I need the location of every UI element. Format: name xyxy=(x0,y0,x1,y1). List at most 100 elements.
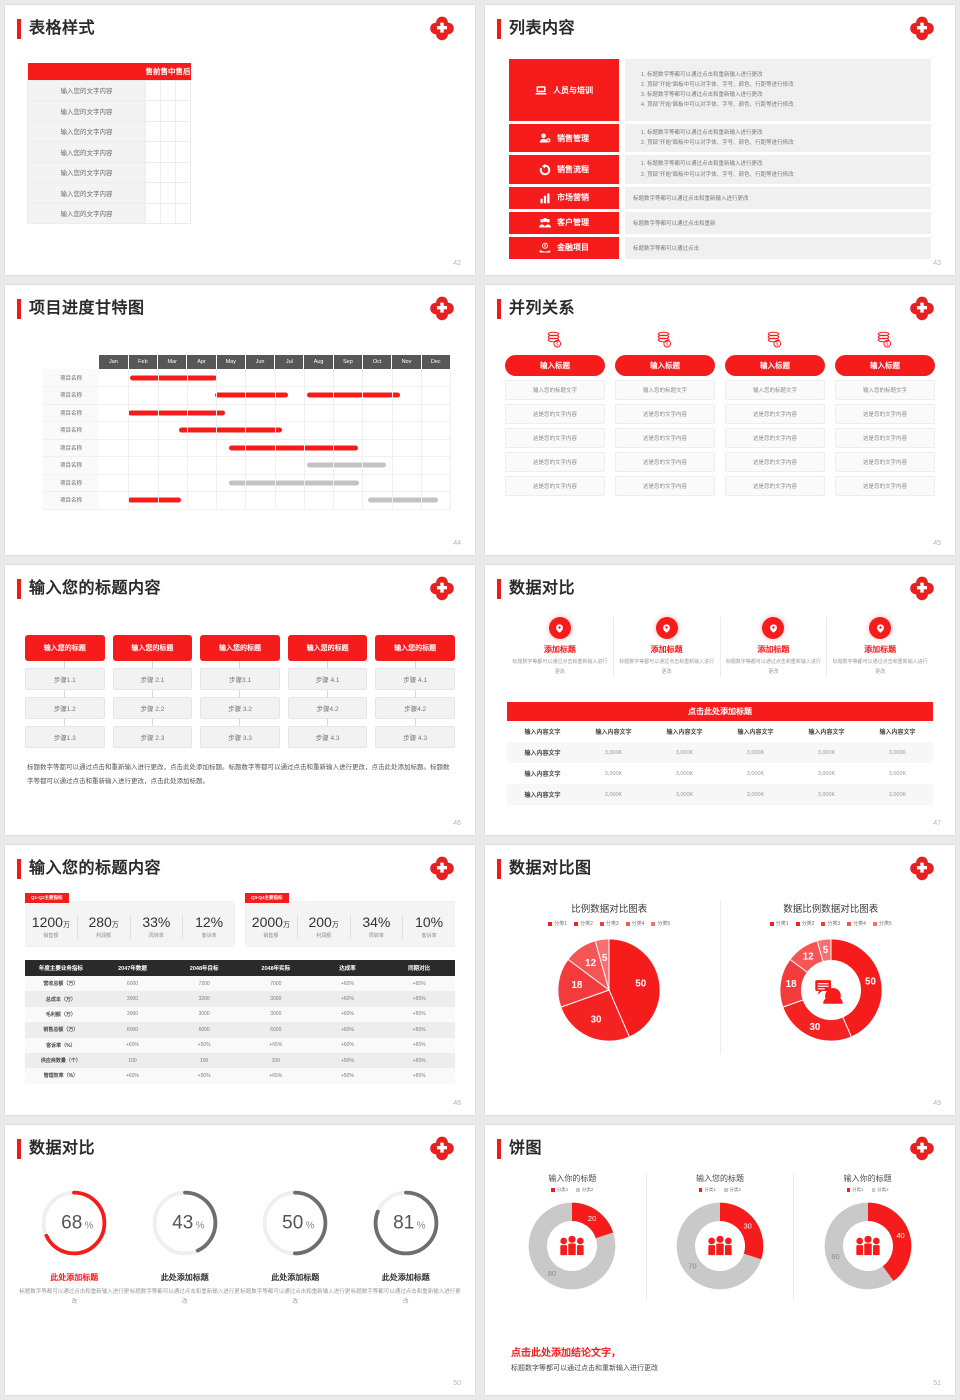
donut-chart[interactable]: 30 70 xyxy=(670,1196,770,1296)
gantt-bar[interactable] xyxy=(128,410,225,416)
gantt-bar[interactable] xyxy=(214,392,288,398)
gantt-track[interactable] xyxy=(99,369,451,387)
progress-ring[interactable]: 81% xyxy=(368,1185,444,1261)
donut-slice[interactable] xyxy=(867,1202,912,1282)
step-cell[interactable]: 步骤 2.2 xyxy=(112,697,193,719)
gantt-bar[interactable] xyxy=(179,427,282,433)
kpi-item[interactable]: 200万 利润额 xyxy=(298,914,351,940)
parallel-cell[interactable]: 这是您的文字内容 xyxy=(835,476,935,496)
parallel-cell[interactable]: 输入您的标题文字 xyxy=(505,380,605,400)
compare-card[interactable]: 添加标题 标题数字等都可以通过点击和重新输入进行更改 xyxy=(721,617,828,677)
slide-46[interactable]: 输入您的标题内容 输入您的标题 步骤1.1 步骤1.2 步骤1.3 输入您的标题 步骤 2… xyxy=(5,565,475,835)
gantt-bar[interactable] xyxy=(306,462,386,468)
parallel-cell[interactable]: 输入您的标题文字 xyxy=(615,380,715,400)
table-cell[interactable] xyxy=(145,120,161,142)
slide-43[interactable]: 列表内容 人员与培训标题数字等都可以通过点击和重新输入进行更改顶部“开始”面板中… xyxy=(485,5,955,275)
compare-card[interactable]: 添加标题 标题数字等都可以通过点击和重新输入进行更改 xyxy=(827,617,933,677)
gantt-track[interactable] xyxy=(99,474,451,492)
progress-ring[interactable]: 68% xyxy=(36,1185,112,1261)
step-cell[interactable]: 步骤 3.3 xyxy=(200,726,280,748)
parallel-column-head[interactable]: 输入标题 xyxy=(725,355,825,376)
gantt-track[interactable] xyxy=(99,491,451,510)
parallel-cell[interactable]: 这是您的文字内容 xyxy=(725,404,825,424)
slide-48[interactable]: 输入您的标题内容 Q1-Q2主要指标 1200万 销售额 280万 利润额 33% 周转率 1… xyxy=(5,845,475,1115)
gantt-track[interactable] xyxy=(99,404,451,422)
table-cell[interactable] xyxy=(160,120,176,142)
parallel-cell[interactable]: 这是您的文字内容 xyxy=(505,452,605,472)
kpi-item[interactable]: 280万 利润额 xyxy=(78,914,131,940)
list-item-tag[interactable]: 客户管理 xyxy=(509,211,619,234)
slide-42[interactable]: 表格样式 售前 售中 售后 输入您的文字内容 输入您的文字内容 输入您的文字内容 输入… xyxy=(5,5,475,275)
slide-44[interactable]: 项目进度甘特图 Jan Feb Mar Apr May Jun Jul Aug Sep Oct No… xyxy=(5,285,475,555)
step-cell[interactable]: 步骤 2.3 xyxy=(112,726,193,748)
table-cell[interactable] xyxy=(175,182,191,204)
parallel-cell[interactable]: 这是您的文字内容 xyxy=(615,476,715,496)
table-cell[interactable] xyxy=(160,202,176,224)
parallel-column-head[interactable]: 输入标题 xyxy=(615,355,715,376)
pie-slice[interactable] xyxy=(560,989,631,1042)
pie-slice[interactable] xyxy=(781,999,852,1042)
slide-47[interactable]: 数据对比 添加标题 标题数字等都可以通过点击和重新输入进行更改 添加标题 标题数字等都… xyxy=(485,565,955,835)
step-cell[interactable]: 步骤3.1 xyxy=(200,668,280,690)
kpi-item[interactable]: 12% 客诉率 xyxy=(183,914,235,939)
pie-slice[interactable] xyxy=(816,938,832,963)
table-cell[interactable] xyxy=(145,182,161,204)
gantt-bar[interactable] xyxy=(128,497,181,503)
parallel-cell[interactable]: 这是您的文字内容 xyxy=(725,476,825,496)
donut-slice[interactable] xyxy=(824,1202,894,1290)
step-cell[interactable]: 步骤 3.2 xyxy=(200,697,280,719)
parallel-cell[interactable]: 这是您的文字内容 xyxy=(615,452,715,472)
table-cell[interactable] xyxy=(145,100,161,122)
gantt-bar[interactable] xyxy=(306,392,401,398)
step-cell[interactable]: 步骤4.2 xyxy=(287,697,368,719)
kpi-item[interactable]: 33% 周转率 xyxy=(131,914,184,940)
table-cell[interactable] xyxy=(160,182,176,204)
table-cell[interactable] xyxy=(160,161,176,183)
list-item[interactable]: 市场营销 标题数字等都可以通过点击和重新输入进行更改 xyxy=(509,186,931,209)
list-item-tag[interactable]: 销售流程 xyxy=(509,155,619,184)
compare-card[interactable]: 添加标题 标题数字等都可以通过点击和重新输入进行更改 xyxy=(614,617,721,677)
donut-slice[interactable] xyxy=(720,1202,764,1260)
table-cell[interactable] xyxy=(145,202,161,224)
list-item-tag[interactable]: 市场营销 xyxy=(509,186,619,209)
step-cell[interactable]: 步骤 2.1 xyxy=(112,668,193,690)
donut-chart[interactable]: 40 60 xyxy=(818,1196,918,1296)
parallel-cell[interactable]: 输入您的标题文字 xyxy=(725,380,825,400)
table-cell[interactable] xyxy=(160,141,176,163)
step-column-head[interactable]: 输入您的标题 xyxy=(25,635,105,661)
compare-card[interactable]: 添加标题 标题数字等都可以通过点击和重新输入进行更改 xyxy=(507,617,614,677)
table-cell[interactable] xyxy=(175,79,191,101)
kpi-item[interactable]: 10% 客诉率 xyxy=(403,914,455,939)
kpi-item[interactable]: 34% 周转率 xyxy=(351,914,404,940)
parallel-cell[interactable]: 这是您的文字内容 xyxy=(835,452,935,472)
parallel-cell[interactable]: 这是您的文字内容 xyxy=(835,428,935,448)
step-cell[interactable]: 步骤 4.1 xyxy=(287,668,368,690)
slide-49[interactable]: 数据对比图 比例数据对比图表 分类1 分类2 分类3 分类4 分类5 50 30 18 12 5 数据… xyxy=(485,845,955,1115)
progress-ring[interactable]: 50% xyxy=(257,1185,333,1261)
gantt-bar[interactable] xyxy=(229,480,360,486)
step-column-head[interactable]: 输入您的标题 xyxy=(287,635,368,661)
donut-slice[interactable] xyxy=(572,1202,614,1239)
pie-slice[interactable] xyxy=(830,938,883,1038)
table-cell[interactable] xyxy=(145,161,161,183)
list-item[interactable]: 人员与培训标题数字等都可以通过点击和重新输入进行更改顶部“开始”面板中可以对字体… xyxy=(509,59,931,121)
gantt-track[interactable] xyxy=(99,439,451,457)
list-item[interactable]: 客户管理 标题数字等都可以通过点击和重新 xyxy=(509,211,931,234)
step-cell[interactable]: 步骤 4.3 xyxy=(287,726,368,748)
parallel-cell[interactable]: 这是您的文字内容 xyxy=(505,428,605,448)
table-cell[interactable] xyxy=(175,100,191,122)
parallel-cell[interactable]: 这是您的文字内容 xyxy=(615,404,715,424)
donut-chart[interactable]: 50 30 18 12 5 xyxy=(772,931,890,1049)
parallel-cell[interactable]: 这是您的文字内容 xyxy=(615,428,715,448)
gantt-bar[interactable] xyxy=(129,375,218,380)
step-column-head[interactable]: 输入您的标题 xyxy=(112,635,193,661)
pie-slice[interactable] xyxy=(557,958,611,1008)
table-cell[interactable] xyxy=(175,120,191,142)
list-item[interactable]: 销售流程 标题数字等都可以通过点击和重新输入进行更改顶部“开始”面板中可以对字体、… xyxy=(509,155,931,184)
list-item-tag[interactable]: 金融项目 xyxy=(509,236,619,259)
kpi-item[interactable]: 2000万 销售额 xyxy=(245,914,298,940)
gantt-track[interactable] xyxy=(99,386,451,405)
table-cell[interactable] xyxy=(160,100,176,122)
